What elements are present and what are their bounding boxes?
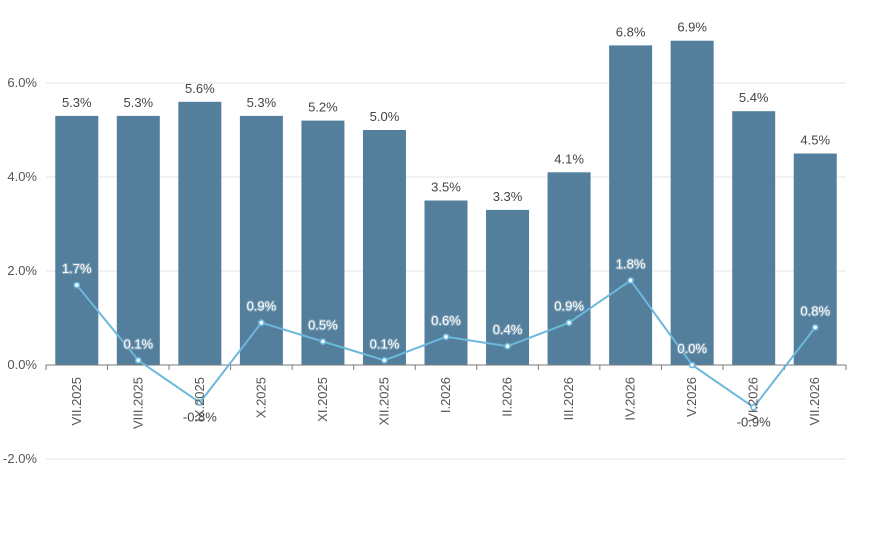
bar (486, 209, 530, 365)
y-tick-label: 0.0% (7, 357, 37, 372)
x-category-label: VII.2025 (69, 377, 84, 425)
y-tick-label: 6.0% (7, 75, 37, 90)
bar (609, 45, 653, 366)
x-category-label: XII.2025 (376, 377, 391, 425)
line-value-label: 0.1% (370, 336, 400, 351)
bar-value-label: 3.5% (431, 180, 461, 195)
x-category-label: I.2026 (438, 377, 453, 413)
line-value-label: -0.9% (737, 414, 771, 429)
bar (55, 115, 99, 366)
x-category-label: VI.2026 (746, 377, 761, 422)
x-category-label: IV.2026 (623, 377, 638, 421)
y-tick-label: 2.0% (7, 263, 37, 278)
x-category-label: III.2026 (561, 377, 576, 420)
x-category-label: IX.2025 (192, 377, 207, 422)
bar-value-label: 4.1% (554, 151, 584, 166)
bar-value-label: 6.8% (616, 24, 646, 39)
bar-value-label: 3.3% (493, 189, 523, 204)
bar (116, 115, 160, 366)
bar-value-label: 5.3% (247, 95, 277, 110)
bar-value-label: 6.9% (677, 20, 707, 35)
bar-value-label: 5.3% (62, 95, 92, 110)
x-category-label: V.2026 (684, 377, 699, 417)
bar (301, 120, 345, 365)
y-tick-label: -2.0% (3, 451, 37, 466)
y-axis-ticks: 6.0% 4.0% 2.0% 0.0% -2.0% (3, 75, 37, 466)
bar-value-label: 5.4% (739, 90, 769, 105)
bar-series (55, 40, 837, 366)
line-point (504, 342, 511, 350)
line-point (565, 319, 573, 327)
x-axis (45, 364, 847, 370)
y-tick-label: 4.0% (7, 169, 37, 184)
line-value-label: 0.5% (308, 318, 338, 333)
line-value-label: 0.8% (800, 303, 830, 318)
x-category-label: X.2025 (253, 377, 268, 418)
line-value-label: -0.8% (183, 410, 217, 425)
bar (362, 130, 406, 365)
bar-value-label: 5.6% (185, 81, 215, 96)
x-category-label: XI.2025 (315, 377, 330, 422)
line-value-label: 1.7% (62, 261, 92, 276)
bar (670, 40, 714, 365)
line-value-label: 0.4% (493, 322, 523, 337)
line-point (257, 319, 265, 327)
bar (793, 153, 837, 365)
x-category-label: VIII.2025 (130, 377, 145, 429)
line-value-label: 0.6% (431, 313, 461, 328)
line-point (442, 333, 450, 341)
line-point (196, 399, 204, 406)
line-value-label: 0.0% (677, 341, 707, 356)
bar-value-label: 4.5% (800, 133, 830, 148)
line-series (73, 276, 819, 411)
x-category-label: II.2026 (500, 377, 515, 417)
bar-labels: 5.3% 5.3% 5.6% 5.3% 5.2% 5.0% 3.5% 3.3% 4.1% 6.8%… (62, 20, 831, 204)
line-point (688, 361, 696, 369)
bar (424, 200, 468, 365)
line-value-label: 1.8% (616, 256, 646, 271)
x-category-label: VII.2026 (807, 377, 822, 425)
line-value-label: 0.9% (554, 299, 584, 314)
bar (178, 101, 222, 366)
bar-value-label: 5.3% (123, 95, 153, 110)
line-point (319, 338, 327, 345)
line-point (73, 281, 81, 289)
bar (732, 111, 776, 365)
line-labels: 1.7% 0.1% -0.8% 0.9% 0.5% 0.1% 0.6% 0.4% 0.9% 1.8… (61, 255, 832, 429)
line-point (811, 323, 819, 331)
x-axis-categories: VII.2025 VIII.2025 IX.2025 X.2025 XI.2025 XII… (69, 377, 822, 429)
line-point (627, 276, 635, 284)
line-point (750, 403, 758, 411)
line-value-label: 0.1% (123, 336, 153, 351)
line-point (381, 356, 388, 364)
line-value-label: 0.9% (247, 299, 277, 314)
bar-value-label: 5.2% (308, 100, 338, 115)
line-point (134, 356, 142, 364)
bar-value-label: 5.0% (370, 109, 400, 124)
bar (547, 172, 591, 365)
